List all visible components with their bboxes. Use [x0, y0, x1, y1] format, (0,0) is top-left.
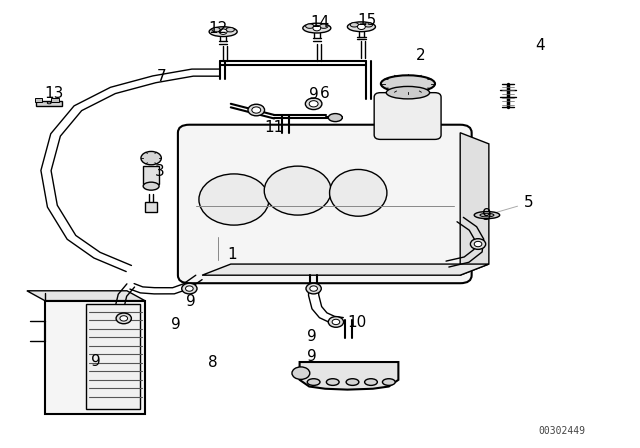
- Ellipse shape: [330, 169, 387, 216]
- Ellipse shape: [264, 166, 331, 215]
- Ellipse shape: [348, 22, 376, 32]
- Text: 3: 3: [154, 164, 164, 179]
- Ellipse shape: [143, 182, 159, 190]
- Bar: [45, 301, 145, 414]
- Circle shape: [470, 239, 486, 250]
- Circle shape: [328, 317, 344, 327]
- Ellipse shape: [387, 86, 429, 99]
- Circle shape: [116, 313, 131, 324]
- Ellipse shape: [326, 379, 339, 385]
- Ellipse shape: [212, 27, 220, 32]
- Ellipse shape: [350, 22, 358, 27]
- Text: 5: 5: [524, 195, 534, 210]
- Circle shape: [306, 283, 321, 294]
- Text: 9: 9: [482, 207, 492, 223]
- Circle shape: [332, 319, 340, 325]
- Circle shape: [358, 24, 365, 30]
- Ellipse shape: [328, 114, 342, 121]
- Ellipse shape: [303, 23, 331, 33]
- Ellipse shape: [141, 151, 161, 165]
- Text: 9: 9: [91, 353, 100, 369]
- Bar: [36, 101, 62, 107]
- Polygon shape: [27, 291, 145, 301]
- Text: 9: 9: [307, 329, 317, 344]
- Text: 11: 11: [264, 121, 284, 135]
- Polygon shape: [300, 362, 398, 390]
- Bar: [35, 99, 42, 102]
- Circle shape: [313, 26, 321, 31]
- Text: 9: 9: [186, 294, 196, 310]
- Text: 00302449: 00302449: [539, 426, 586, 436]
- Ellipse shape: [209, 27, 237, 37]
- Circle shape: [292, 367, 310, 379]
- Text: 8: 8: [208, 355, 218, 370]
- Text: 10: 10: [348, 315, 367, 330]
- Ellipse shape: [307, 379, 320, 385]
- Circle shape: [309, 101, 318, 107]
- Ellipse shape: [474, 211, 500, 219]
- Bar: [51, 99, 59, 102]
- Circle shape: [310, 286, 317, 291]
- Polygon shape: [460, 133, 489, 275]
- Polygon shape: [202, 264, 489, 275]
- Text: 7: 7: [157, 69, 167, 84]
- Ellipse shape: [364, 22, 372, 27]
- Bar: [143, 166, 159, 184]
- Ellipse shape: [365, 379, 378, 385]
- FancyBboxPatch shape: [374, 93, 441, 139]
- Ellipse shape: [383, 379, 395, 385]
- FancyBboxPatch shape: [178, 125, 472, 283]
- Circle shape: [220, 29, 227, 34]
- Text: 9: 9: [171, 317, 181, 332]
- Bar: [145, 202, 157, 211]
- Circle shape: [120, 316, 127, 321]
- Text: 14: 14: [310, 15, 330, 30]
- Circle shape: [474, 241, 482, 247]
- Circle shape: [186, 286, 193, 291]
- Text: 15: 15: [357, 13, 376, 29]
- Text: 1: 1: [227, 247, 237, 262]
- Text: 9: 9: [308, 87, 319, 103]
- Text: 9: 9: [307, 349, 317, 364]
- Ellipse shape: [381, 75, 435, 92]
- Ellipse shape: [346, 379, 359, 385]
- Text: 12: 12: [209, 21, 228, 35]
- Ellipse shape: [480, 213, 494, 217]
- Text: 4: 4: [535, 38, 545, 52]
- Ellipse shape: [226, 27, 234, 32]
- Text: 2: 2: [416, 48, 426, 63]
- Ellipse shape: [199, 174, 269, 225]
- Circle shape: [252, 107, 260, 113]
- Circle shape: [182, 283, 197, 294]
- Bar: [86, 304, 140, 409]
- Text: 13: 13: [44, 86, 63, 102]
- Circle shape: [248, 104, 264, 116]
- Text: 6: 6: [320, 86, 330, 102]
- Ellipse shape: [319, 24, 328, 28]
- Circle shape: [305, 98, 322, 110]
- Ellipse shape: [47, 102, 51, 104]
- Ellipse shape: [305, 24, 314, 28]
